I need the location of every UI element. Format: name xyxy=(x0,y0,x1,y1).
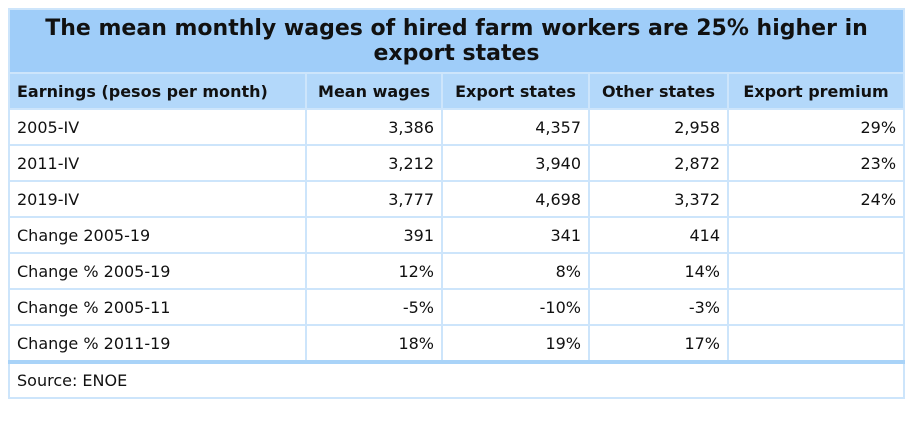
row-label: 2011-IV xyxy=(8,144,307,182)
source-row: Source: ENOE xyxy=(7,361,906,399)
cell: 23% xyxy=(726,144,906,182)
cell: 29% xyxy=(726,108,906,146)
cell: 24% xyxy=(726,180,906,218)
cell: 4,357 xyxy=(441,108,590,146)
data-row: Change 2005-19 391 341 414 xyxy=(8,216,906,254)
cell: 3,372 xyxy=(588,180,729,218)
cell xyxy=(726,216,906,254)
cell: 18% xyxy=(305,324,443,364)
header-row: Earnings (pesos per month) Mean wages Expo… xyxy=(8,72,906,110)
row-label: Change 2005-19 xyxy=(8,216,307,254)
row-label: Change % 2005-19 xyxy=(8,252,307,290)
table-title: The mean monthly wages of hired farm wor… xyxy=(7,8,906,74)
cell: 414 xyxy=(588,216,729,254)
cell xyxy=(726,288,906,326)
cell: 3,212 xyxy=(305,144,443,182)
data-row: 2011-IV 3,212 3,940 2,872 23% xyxy=(8,144,906,182)
row-label: Change % 2005-11 xyxy=(8,288,307,326)
data-row: Change % 2005-11 -5% -10% -3% xyxy=(8,288,906,326)
title-row: The mean monthly wages of hired farm wor… xyxy=(7,8,906,74)
row-label: Change % 2011-19 xyxy=(8,324,307,364)
cell: 8% xyxy=(441,252,590,290)
data-row: 2019-IV 3,777 4,698 3,372 24% xyxy=(8,180,906,218)
cell: 4,698 xyxy=(441,180,590,218)
table-body: The mean monthly wages of hired farm wor… xyxy=(7,8,906,399)
cell: 341 xyxy=(441,216,590,254)
wage-table: The mean monthly wages of hired farm wor… xyxy=(7,8,906,399)
source-note: Source: ENOE xyxy=(7,361,906,399)
row-label: 2019-IV xyxy=(8,180,307,218)
cell: 14% xyxy=(588,252,729,290)
cell: -10% xyxy=(441,288,590,326)
cell: 17% xyxy=(588,324,729,364)
row-label: 2005-IV xyxy=(8,108,307,146)
cell: 19% xyxy=(441,324,590,364)
column-header: Mean wages xyxy=(305,72,443,110)
cell: 3,386 xyxy=(305,108,443,146)
cell xyxy=(726,324,906,364)
cell: 2,958 xyxy=(588,108,729,146)
cell: 391 xyxy=(305,216,443,254)
column-header: Other states xyxy=(588,72,729,110)
cell: 3,940 xyxy=(441,144,590,182)
cell xyxy=(726,252,906,290)
cell: -5% xyxy=(305,288,443,326)
column-header: Earnings (pesos per month) xyxy=(8,72,307,110)
cell: -3% xyxy=(588,288,729,326)
data-row: 2005-IV 3,386 4,357 2,958 29% xyxy=(8,108,906,146)
data-row: Change % 2011-19 18% 19% 17% xyxy=(8,324,906,364)
data-row: Change % 2005-19 12% 8% 14% xyxy=(8,252,906,290)
column-header: Export states xyxy=(441,72,590,110)
cell: 2,872 xyxy=(588,144,729,182)
cell: 3,777 xyxy=(305,180,443,218)
cell: 12% xyxy=(305,252,443,290)
column-header: Export premium xyxy=(726,72,906,110)
